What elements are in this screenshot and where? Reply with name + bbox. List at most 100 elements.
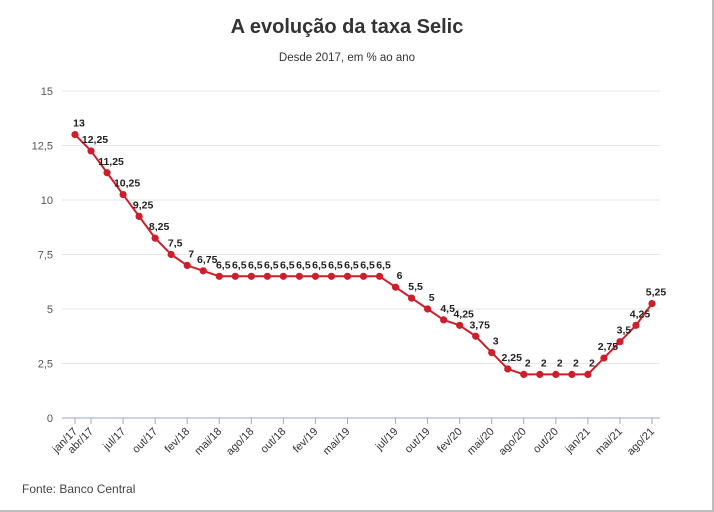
x-tick-label: mai/18 — [193, 426, 225, 458]
data-point — [295, 272, 303, 280]
data-label: 5,5 — [408, 281, 423, 293]
data-label: 7,5 — [168, 238, 183, 250]
data-label: 6,5 — [232, 259, 247, 271]
data-label: 11,25 — [98, 156, 124, 168]
data-label: 6,5 — [216, 259, 231, 271]
data-point — [568, 370, 576, 378]
data-point — [183, 261, 191, 269]
data-label: 2 — [573, 357, 579, 369]
y-tick-label: 10 — [41, 195, 53, 207]
x-tick-label: ago/20 — [497, 426, 529, 458]
data-label: 6,5 — [344, 259, 359, 271]
data-point — [520, 370, 528, 378]
y-tick-label: 12,5 — [32, 141, 53, 153]
data-label: 10,25 — [114, 178, 140, 190]
data-label: 6,5 — [296, 259, 311, 271]
data-point — [87, 147, 95, 155]
data-point — [343, 272, 352, 280]
x-tick-label: fev/20 — [435, 426, 465, 456]
x-tick-label: out/20 — [531, 426, 561, 456]
data-label: 6,5 — [312, 259, 327, 271]
data-label: 2 — [589, 357, 595, 369]
data-label: 12,25 — [82, 134, 108, 146]
x-tick-label: out/17 — [130, 426, 160, 456]
data-point — [247, 272, 255, 280]
x-tick-label: mai/21 — [593, 426, 625, 458]
data-label: 2 — [541, 357, 547, 369]
source-note: Fonte: Banco Central — [22, 482, 136, 496]
gridlines — [62, 90, 660, 364]
data-point — [552, 370, 560, 378]
data-point — [311, 272, 320, 280]
data-label: 6,5 — [376, 259, 391, 271]
x-tick-label: jul/17 — [100, 426, 128, 454]
series-selic — [71, 131, 656, 378]
data-label: 13 — [73, 118, 85, 130]
y-tick-label: 7,5 — [38, 250, 53, 262]
y-tick-label: 2,5 — [38, 359, 53, 371]
data-label: 6,5 — [264, 259, 279, 271]
data-label: 6,75 — [197, 254, 218, 266]
data-label: 6,5 — [280, 259, 295, 271]
x-tick-label: ago/18 — [224, 426, 256, 458]
data-point — [424, 305, 432, 313]
data-label: 4,25 — [630, 308, 651, 320]
data-label: 6,5 — [248, 259, 263, 271]
data-label: 7 — [188, 248, 194, 260]
data-point — [167, 250, 175, 259]
data-point — [536, 370, 544, 378]
data-point — [231, 272, 239, 280]
data-point — [151, 234, 159, 242]
data-label: 2 — [557, 357, 563, 369]
data-point — [119, 190, 127, 199]
y-tick-label: 15 — [41, 86, 53, 98]
x-tick-label: out/19 — [403, 426, 433, 456]
data-point — [103, 169, 111, 177]
data-label: 4,25 — [453, 308, 474, 320]
x-tick-label: mai/19 — [321, 426, 353, 458]
data-point — [472, 332, 480, 340]
data-label: 9,25 — [133, 199, 154, 211]
data-label: 3 — [493, 336, 499, 348]
data-label: 3,5 — [617, 325, 632, 337]
x-tick-label: mai/20 — [465, 426, 497, 458]
data-point — [135, 212, 143, 220]
x-tick-label: jan/21 — [563, 426, 593, 456]
data-point — [648, 299, 656, 308]
data-label: 2,25 — [502, 352, 523, 364]
data-point — [359, 272, 368, 280]
data-point — [600, 354, 608, 362]
frame-edge-right — [712, 0, 714, 512]
chart-title: A evolução da taxa Selic — [230, 16, 464, 38]
x-tick-label: fev/18 — [163, 426, 193, 456]
data-label: 5,25 — [646, 287, 667, 299]
data-point — [263, 272, 271, 280]
y-tick-label: 5 — [47, 304, 53, 316]
chart-subtitle: Desde 2017, em % ao ano — [278, 52, 416, 64]
data-point — [391, 283, 400, 291]
data-label: 6,5 — [328, 259, 343, 271]
data-point — [375, 272, 384, 280]
data-point — [456, 321, 464, 329]
data-point — [71, 131, 79, 139]
data-point — [616, 338, 624, 346]
data-point — [279, 272, 287, 280]
data-point — [199, 267, 207, 275]
x-tick-label: jul/19 — [373, 426, 401, 454]
y-tick-label: 0 — [47, 413, 53, 425]
data-label: 5 — [429, 292, 435, 304]
x-tick-label: out/18 — [258, 426, 288, 456]
data-point — [407, 294, 416, 302]
data-label: 6 — [397, 270, 403, 282]
data-label: 8,25 — [149, 221, 170, 233]
x-tick-label: fev/19 — [291, 426, 321, 456]
data-point — [632, 321, 640, 329]
data-point — [215, 272, 223, 280]
data-point — [440, 316, 448, 324]
data-label: 4,5 — [440, 303, 455, 315]
data-point — [584, 370, 592, 378]
x-tick-label: ago/21 — [625, 426, 657, 458]
